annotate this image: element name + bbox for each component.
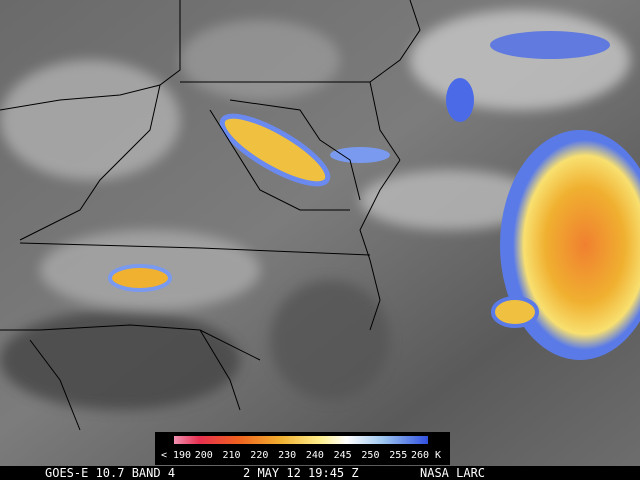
colorbar-label: 250 [361, 450, 379, 461]
colorbar-label: 200 [195, 450, 213, 461]
source-label: NASA LARC [420, 466, 485, 480]
colorbar-label: 220 [250, 450, 268, 461]
datetime-label: 2 MAY 12 19:45 Z [243, 466, 359, 480]
color-scale [174, 436, 428, 444]
cold-cloud-tops [108, 31, 640, 360]
colorbar-label: 210 [223, 450, 241, 461]
satellite-label: GOES-E 10.7 BAND 4 [45, 466, 175, 480]
colorbar-label: < 190 [161, 450, 191, 461]
state-borders [0, 0, 420, 430]
colorbar-label: 245 [334, 450, 352, 461]
colorbar: < 190 200 210 220 230 240 245 250 255 260 K [155, 432, 450, 465]
colorbar-label: 260 K [411, 450, 441, 461]
colorbar-label: 240 [306, 450, 324, 461]
colorbar-label: 230 [278, 450, 296, 461]
caption-bar: GOES-E 10.7 BAND 4 2 MAY 12 19:45 Z NASA… [0, 466, 640, 480]
colorbar-label: 255 [389, 450, 407, 461]
